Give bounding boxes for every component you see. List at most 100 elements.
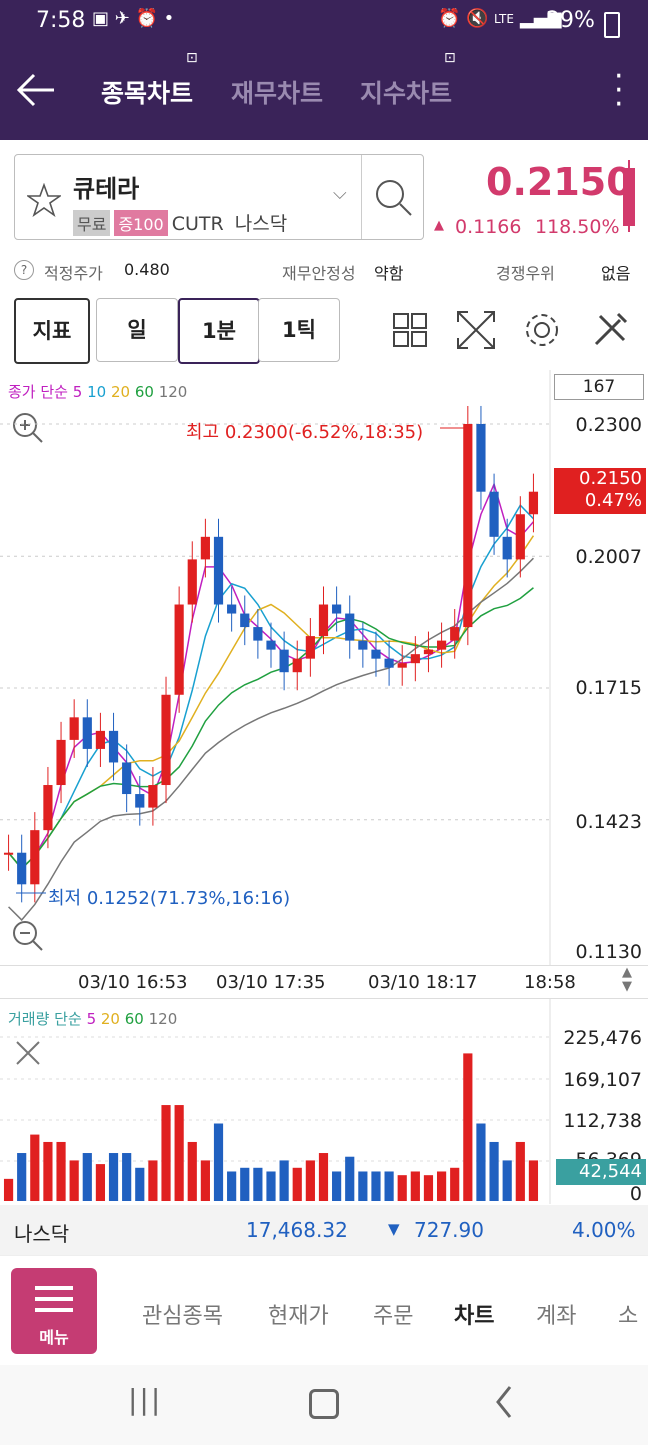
candle-body (528, 491, 539, 515)
battery-text: 29% (546, 8, 595, 33)
signal-icon: ▂▄▆ (520, 8, 562, 29)
candle-body (345, 613, 355, 641)
system-nav: ||| (0, 1365, 648, 1445)
candle-body (371, 649, 381, 659)
volume-bar (410, 1171, 420, 1201)
resize-updown-icon[interactable]: ▲ ▼ (622, 965, 632, 994)
nav-watchlist[interactable]: 관심종목 (142, 1304, 223, 1329)
low-annotation: 최저 0.1252(71.73%,16:16) (48, 888, 291, 909)
home-icon[interactable] (309, 1389, 339, 1419)
ma120-line (8, 557, 534, 922)
star-favorite-icon[interactable] (27, 183, 61, 217)
volume-bar (200, 1160, 210, 1201)
period-1min-button[interactable]: 1분 (178, 298, 260, 364)
zoom-in-icon[interactable] (10, 410, 44, 444)
up-triangle-icon: ▲ (434, 218, 444, 233)
help-icon[interactable]: ? (14, 260, 34, 280)
back-icon[interactable] (494, 1385, 514, 1419)
tab-index-chart[interactable]: 지수차트 (360, 79, 453, 108)
candle-body (463, 424, 473, 628)
nav-quote[interactable]: 현재가 (268, 1304, 329, 1329)
layout-grid-icon[interactable] (392, 312, 428, 348)
index-value: 17,468.32 (246, 1218, 348, 1242)
volume-bar (528, 1160, 539, 1201)
volume-chart[interactable]: 거래량 단순 5 20 60 120 225,476 169,107 112,7… (0, 998, 648, 1205)
stock-name: 큐테라 (73, 175, 140, 203)
tools-icon[interactable] (590, 310, 630, 350)
price-change-pct: 118.50% (535, 216, 620, 238)
info-bar: ? 적정주가 0.480 재무안정성 약함 경쟁우위 없음 (0, 250, 648, 290)
chart-toolbar: 지표 일 1분 1틱 (0, 290, 648, 370)
menu-button[interactable]: 메뉴 (11, 1268, 97, 1354)
fullscreen-icon[interactable] (456, 310, 496, 350)
free-tag: 무료 (73, 210, 111, 236)
volume-bar (30, 1134, 40, 1201)
settings-gear-icon[interactable] (522, 310, 562, 350)
period-1tick-button[interactable]: 1틱 (258, 298, 340, 362)
recent-apps-icon[interactable]: ||| (128, 1383, 163, 1416)
vol-y-label-2: 169,107 (563, 1069, 642, 1091)
stability-value: 약함 (374, 264, 404, 283)
current-volume-tag: 42,544 (556, 1159, 646, 1185)
indicator-button[interactable]: 지표 (14, 298, 90, 364)
index-pct: 4.00% (572, 1218, 636, 1242)
nav-account[interactable]: 계좌 (536, 1304, 577, 1329)
high-annotation: 최고 0.2300(-6.52%,18:35) (186, 422, 424, 443)
nav-chart[interactable]: 차트 (454, 1304, 495, 1329)
candle-body (318, 604, 329, 637)
current-price: 0.2150 (486, 160, 633, 204)
candle-body (200, 536, 210, 560)
bar-count-box[interactable]: 167 (554, 374, 644, 400)
volume-bar (161, 1105, 171, 1201)
y-label-4: 0.1423 (575, 811, 642, 833)
candle-body (489, 491, 499, 537)
candle-body (227, 604, 237, 614)
stock-selector[interactable]: 큐테라 무료 증100 CUTR 나스닥 ⌵ (14, 154, 424, 240)
tab-badge-icon: ⊡ (444, 50, 456, 66)
candle-body (3, 852, 14, 855)
index-bar[interactable]: 나스닥 17,468.32 ▼ 727.90 4.00% (0, 1205, 648, 1255)
candle-body (43, 785, 53, 831)
date-axis: 03/10 16:53 03/10 17:35 03/10 18:17 18:5… (0, 965, 648, 999)
volume-bar (17, 1153, 27, 1201)
bottom-nav: 메뉴 관심종목 현재가 주문 차트 계좌 소 (0, 1255, 648, 1366)
candle-body (450, 627, 460, 641)
candle-body (30, 830, 40, 885)
candle-body (476, 424, 486, 492)
tab-stock-chart[interactable]: 종목차트 (101, 79, 194, 108)
volume-bar (3, 1178, 14, 1201)
volume-bar (253, 1167, 263, 1201)
nav-order[interactable]: 주문 (373, 1304, 414, 1329)
period-day-button[interactable]: 일 (96, 298, 178, 362)
candle-body (108, 730, 119, 763)
volume-bar (305, 1160, 315, 1201)
volume-bar (240, 1167, 250, 1201)
tab-financial-chart[interactable]: 재무차트 (231, 79, 324, 108)
back-arrow-icon[interactable] (16, 72, 56, 108)
more-menu-icon[interactable]: · · · (614, 59, 624, 122)
vol-y-label-3: 112,738 (563, 1110, 642, 1132)
volume-bar (187, 1141, 197, 1201)
app-header: 종목차트 ⊡ 재무차트 지수차트 ⊡ · · · (0, 44, 648, 140)
close-icon[interactable] (14, 1039, 42, 1067)
y-label-3: 0.1715 (575, 677, 642, 699)
nav-more[interactable]: 소 (618, 1304, 639, 1329)
volume-bar (122, 1153, 132, 1201)
price-chart[interactable]: 종가 단순 5 10 20 60 120 167 0.2300 0.2007 0… (0, 370, 648, 965)
ma10-line (7, 503, 534, 870)
candle-body (410, 654, 420, 664)
candle-body (187, 559, 197, 605)
volume-bar (43, 1141, 53, 1201)
x-label-3: 03/10 18:17 (368, 972, 478, 993)
chevron-down-icon[interactable]: ⌵ (333, 183, 347, 204)
candle-body (56, 739, 66, 786)
price-candle-icon (623, 160, 635, 232)
volume-bar (384, 1171, 394, 1201)
y-label-1: 0.2300 (575, 414, 642, 436)
volume-bar (227, 1171, 237, 1201)
volume-legend: 거래량 단순 5 20 60 120 (8, 1010, 178, 1028)
status-notification-icons: ▣ ✈ ⏰ • (92, 8, 175, 29)
search-icon[interactable] (373, 177, 415, 219)
candle-body (358, 640, 368, 650)
zoom-out-icon[interactable] (10, 918, 44, 952)
